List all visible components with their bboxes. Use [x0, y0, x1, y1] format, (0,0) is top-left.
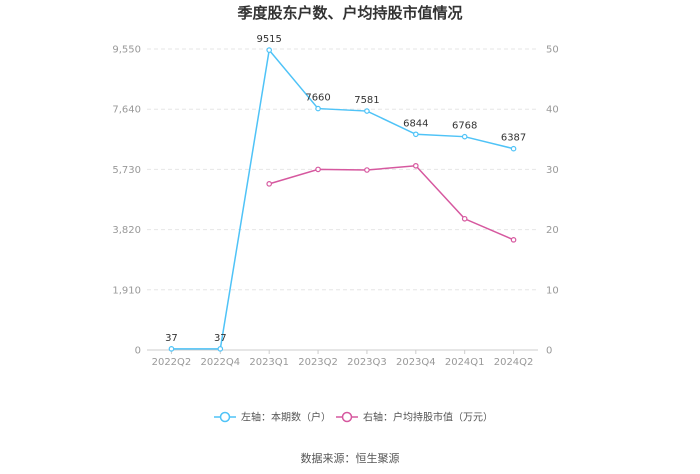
right-tick-label: 10	[546, 285, 559, 296]
legend-item-1[interactable]: 右轴：户均持股市值（万元）	[336, 411, 493, 424]
left-tick-label: 5,730	[112, 165, 141, 176]
series-layer: 37 37 9515 7660 7581 6844 6768 6387	[165, 34, 526, 352]
data-point[interactable]	[413, 131, 419, 138]
data-label: 6844	[403, 118, 428, 129]
left-tick-label: 0	[135, 346, 141, 357]
data-point[interactable]	[315, 166, 321, 173]
data-point[interactable]	[315, 105, 321, 112]
x-tick-label: 2023Q1	[249, 357, 289, 368]
right-axis: 0 10 20 30 40 50	[546, 45, 559, 357]
left-tick-label: 9,550	[112, 45, 141, 56]
data-point[interactable]	[364, 167, 370, 173]
x-axis: 2022Q2 2022Q4 2023Q1 2023Q2 2023Q3 2023Q4 2024…	[152, 350, 534, 368]
legend-item-0[interactable]: 左轴：本期数（户）	[214, 411, 331, 424]
data-label: 7660	[305, 93, 330, 104]
legend[interactable]: 左轴：本期数（户） 右轴：户均持股市值（万元）	[214, 411, 493, 424]
right-tick-label: 0	[546, 346, 552, 357]
data-point[interactable]	[510, 237, 517, 243]
right-tick-label: 30	[546, 165, 559, 176]
series-line-0	[171, 48, 514, 350]
data-label: 9515	[256, 34, 281, 45]
left-tick-label: 7,640	[112, 105, 141, 116]
right-tick-label: 40	[546, 105, 559, 116]
right-tick-label: 20	[546, 225, 559, 236]
right-tick-label: 50	[546, 45, 559, 56]
data-label: 7581	[354, 95, 379, 106]
x-tick-label: 2022Q2	[152, 357, 192, 368]
data-label: 37	[214, 333, 227, 344]
x-tick-label: 2023Q3	[347, 357, 387, 368]
series-line-1	[268, 165, 514, 241]
x-tick-label: 2023Q2	[298, 357, 338, 368]
data-point[interactable]	[217, 346, 224, 352]
data-point[interactable]	[168, 346, 175, 352]
data-label: 37	[165, 333, 178, 344]
x-tick-label: 2024Q1	[445, 357, 485, 368]
legend-marker-icon	[341, 411, 353, 423]
legend-label: 左轴：本期数（户）	[241, 411, 331, 424]
grid-lines	[147, 48, 538, 351]
left-tick-label: 1,910	[112, 285, 141, 296]
legend-label: 右轴：户均持股市值（万元）	[363, 411, 493, 424]
x-tick-label: 2022Q4	[200, 357, 240, 368]
chart-title: 季度股东户数、户均持股市值情况	[237, 4, 462, 22]
data-point[interactable]	[461, 133, 468, 140]
left-tick-label: 3,820	[112, 225, 141, 236]
x-tick-label: 2023Q4	[396, 357, 436, 368]
source-note: 数据来源：恒生聚源	[301, 451, 400, 465]
data-point[interactable]	[510, 145, 517, 152]
data-label: 6768	[452, 121, 477, 132]
x-tick-label: 2024Q2	[494, 357, 534, 368]
data-point[interactable]	[364, 108, 370, 114]
data-point[interactable]	[266, 47, 272, 53]
legend-marker-icon	[219, 411, 231, 423]
data-point[interactable]	[461, 215, 468, 222]
data-point[interactable]	[413, 162, 419, 169]
data-label: 6387	[501, 133, 526, 144]
left-axis: 0 1,910 3,820 5,730 7,640 9,550	[112, 45, 141, 357]
data-point[interactable]	[266, 181, 272, 187]
